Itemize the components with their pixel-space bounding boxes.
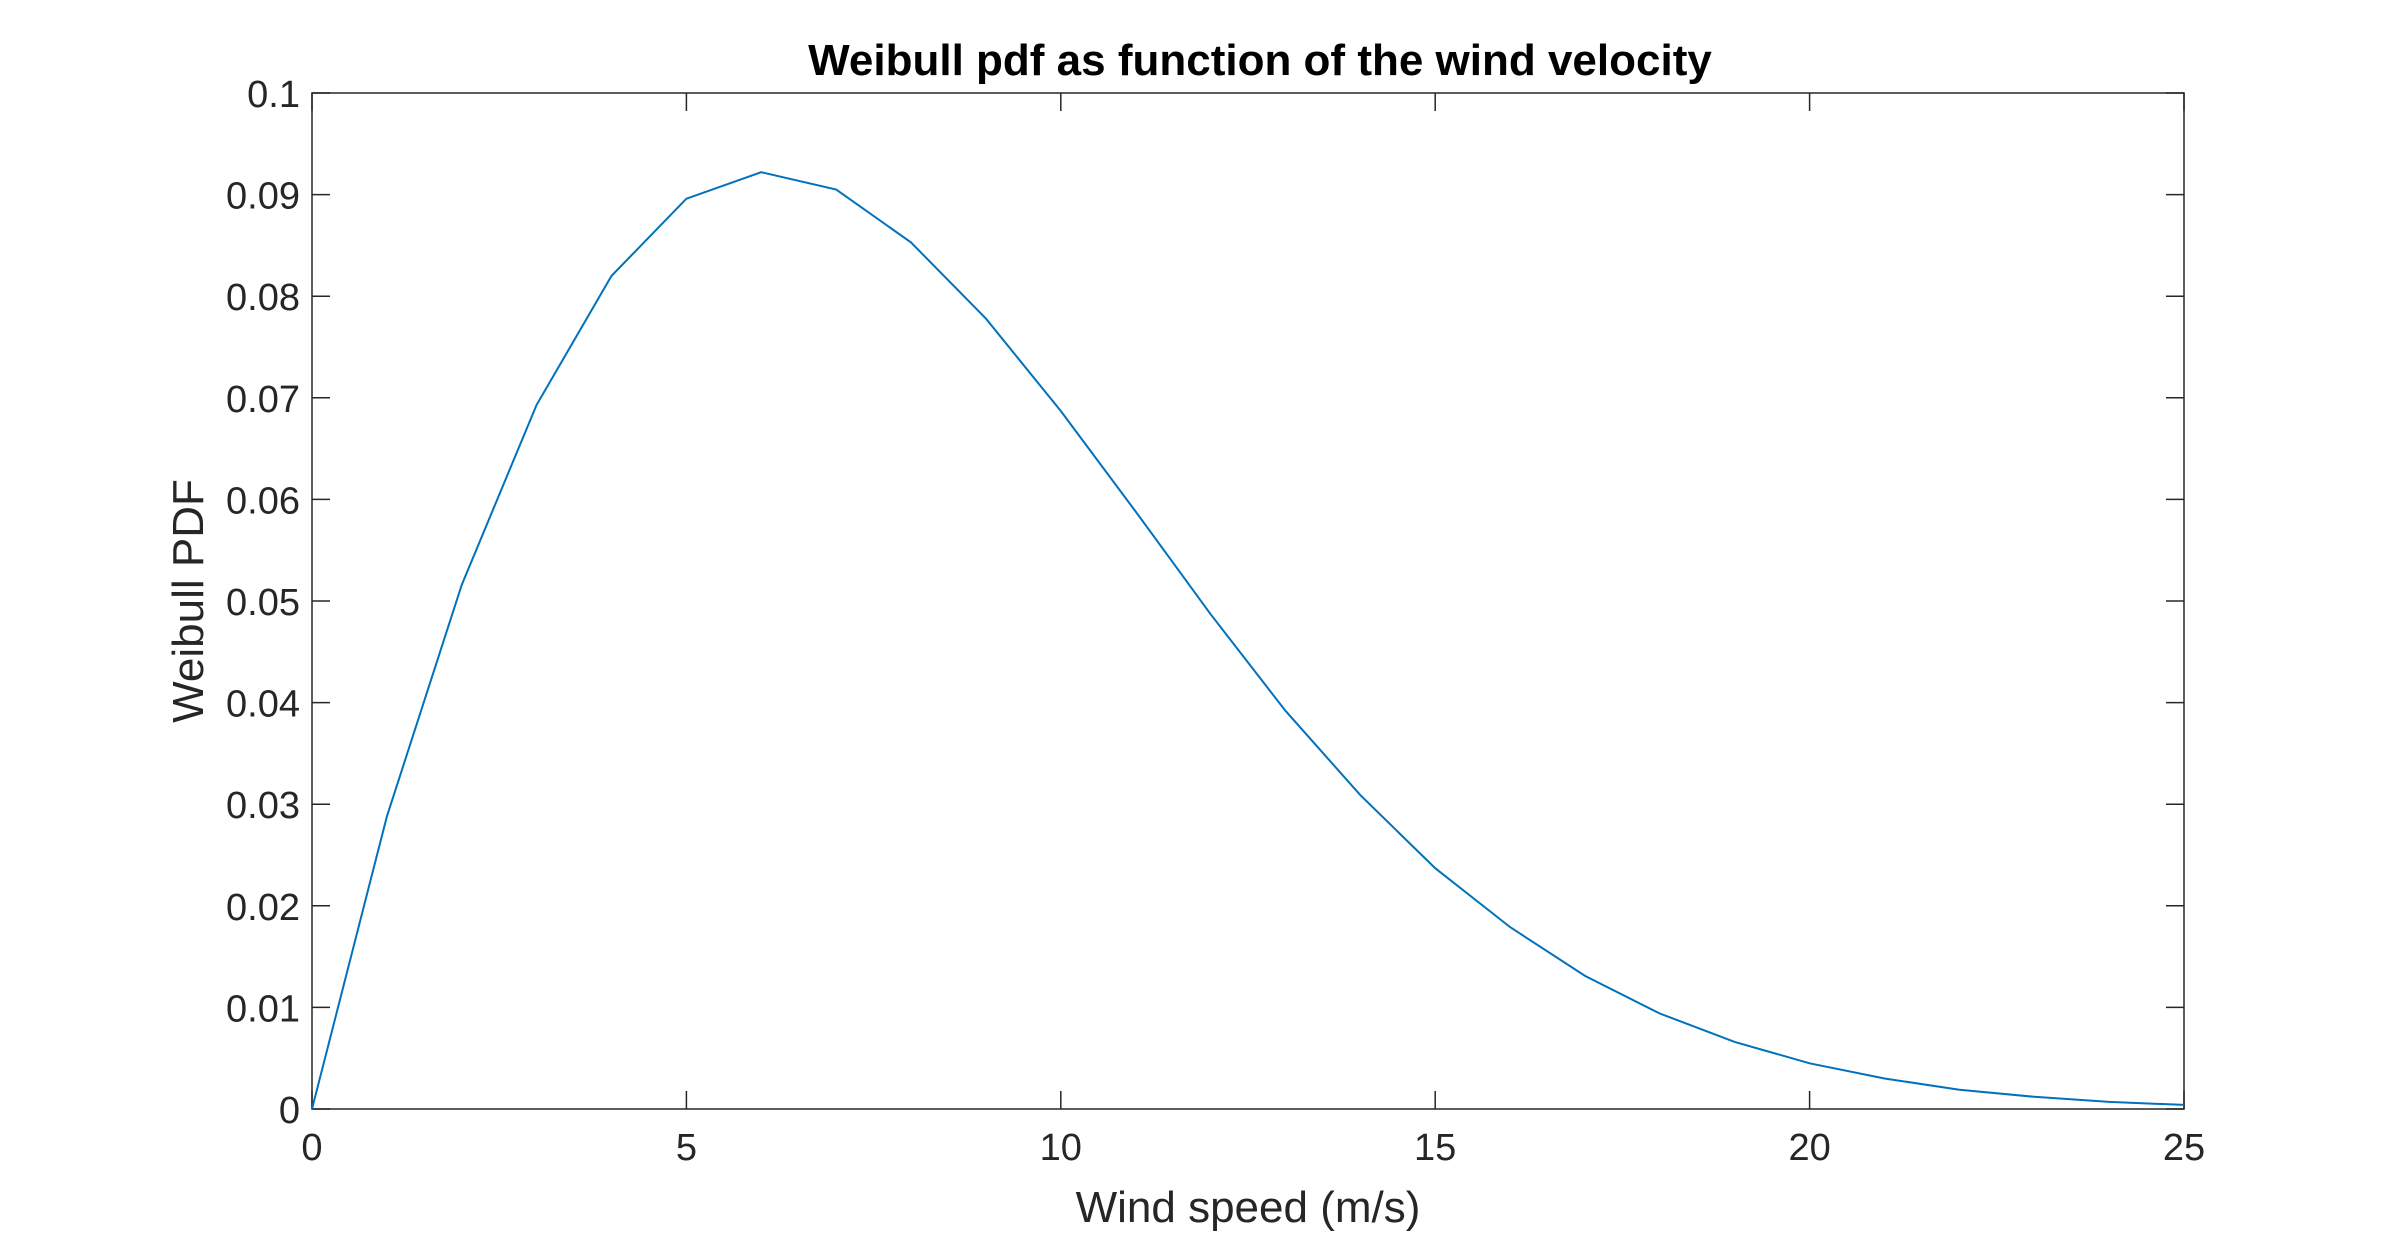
axis-ticks [311,92,2185,1110]
y-tick-label: 0.06 [226,480,300,522]
y-tick-label: 0.07 [226,379,300,421]
x-tick-label: 5 [676,1127,697,1169]
y-tick-label: 0.02 [226,887,300,929]
y-tick-label: 0.01 [226,988,300,1030]
x-tick-labels: 0 5 10 15 20 25 [301,1127,2205,1169]
y-tick-label: 0.05 [226,582,300,624]
y-tick-label: 0.09 [226,176,300,218]
y-tick-label: 0.1 [247,74,300,116]
plot-area [311,92,2185,1110]
x-tick-label: 20 [1788,1127,1830,1169]
x-tick-label: 0 [301,1127,322,1169]
y-tick-label: 0.03 [226,785,300,827]
series-line-weibull-pdf [311,171,2185,1110]
chart-title: Weibull pdf as function of the wind velo… [808,36,1712,85]
x-axis-label: Wind speed (m/s) [1076,1183,1421,1232]
x-tick-label: 25 [2163,1127,2205,1169]
y-tick-label: 0.04 [226,684,300,726]
y-tick-label: 0.08 [226,277,300,319]
y-axis-label: Weibull PDF [164,479,213,723]
y-tick-labels: 0 0.01 0.02 0.03 0.04 0.05 0.06 0.07 0.08 0.09 0.1 [226,74,300,1132]
y-tick-label: 0 [279,1090,300,1132]
x-tick-label: 10 [1040,1127,1082,1169]
x-tick-label: 15 [1414,1127,1456,1169]
